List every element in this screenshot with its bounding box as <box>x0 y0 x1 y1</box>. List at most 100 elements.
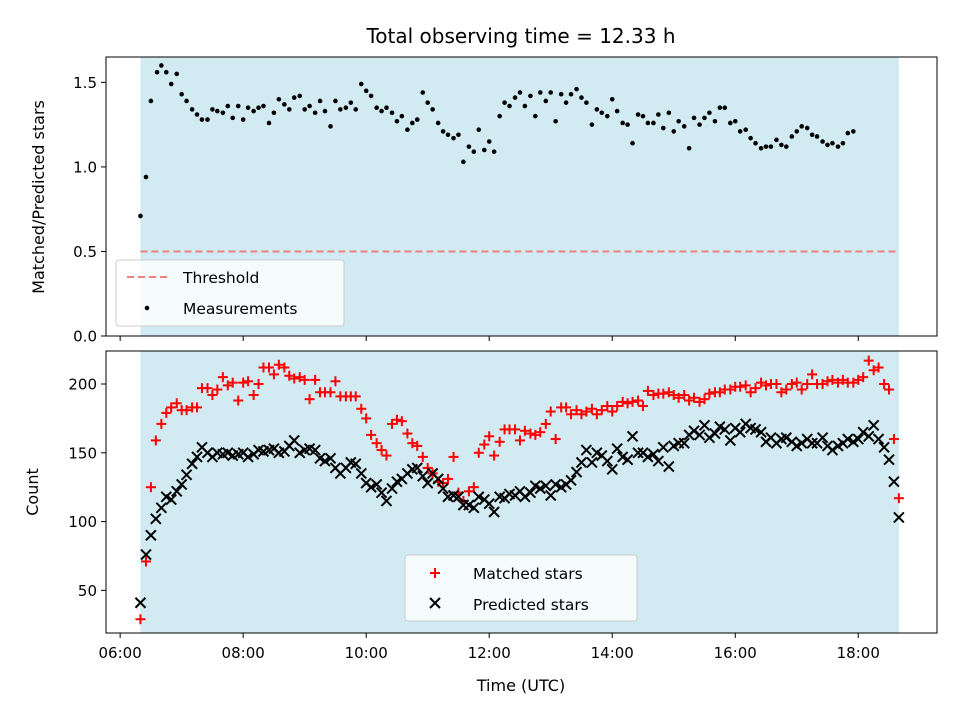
predicted-stars-point <box>647 448 660 460</box>
predicted-stars-point <box>621 453 634 466</box>
matched-stars-point <box>873 362 884 373</box>
matched-stars-point <box>888 434 899 445</box>
measurements-point <box>574 86 579 92</box>
measurements-point <box>210 107 215 112</box>
measurements-point <box>174 71 180 77</box>
predicted-stars-point <box>719 423 731 436</box>
matched-stars-point <box>679 390 690 401</box>
matched-stars-point <box>642 385 653 396</box>
measurements-point <box>660 125 666 131</box>
predicted-stars-point <box>657 441 669 453</box>
measurements-point <box>533 113 538 119</box>
measurements-point <box>584 100 589 105</box>
measurements-point <box>763 144 769 149</box>
measurements-point <box>645 120 651 126</box>
x-tick-label: 10:00 <box>345 644 388 662</box>
measurements-point <box>774 137 779 143</box>
matched-stars-point <box>304 394 315 405</box>
predicted-stars-point <box>580 444 593 456</box>
measurements-point <box>312 110 318 116</box>
matched-stars-point <box>479 439 490 450</box>
matched-stars-point <box>150 435 161 446</box>
matched-stars-point <box>514 435 525 446</box>
predicted-stars-point <box>545 489 557 502</box>
measurements-point <box>194 112 200 117</box>
matched-stars-point <box>366 429 377 440</box>
matched-stars-point <box>761 380 772 391</box>
measurements-point <box>168 81 174 87</box>
measurements-point <box>712 118 718 124</box>
ratio-legend-box <box>115 259 345 327</box>
predicted-stars-point <box>626 430 639 442</box>
predicted-stars-point <box>867 419 880 431</box>
predicted-stars-point <box>417 470 429 482</box>
measurements-point <box>543 98 549 104</box>
matched-stars-point <box>863 355 874 366</box>
matched-stars-point <box>268 369 279 380</box>
predicted-stars-point <box>483 497 495 510</box>
measurements-point <box>609 96 615 102</box>
predicted-stars-point <box>134 597 147 609</box>
count-y-tick-label: 50 <box>78 582 97 600</box>
measurements-point <box>261 103 266 109</box>
predicted-stars-point <box>893 511 905 524</box>
measurements-point <box>794 129 800 134</box>
measurements-point <box>435 120 441 126</box>
matched-stars-point <box>140 556 151 567</box>
count-y-tick-label: 150 <box>68 444 97 462</box>
matched-legend-label: Matched stars <box>473 565 583 583</box>
matched-stars-point <box>771 379 782 390</box>
predicted-stars-point <box>565 474 577 487</box>
x-tick-label: 06:00 <box>99 644 142 662</box>
ratio-y-tick-label: 1.0 <box>73 158 97 176</box>
measurements-point <box>830 140 835 146</box>
predicted-stars-point <box>816 431 829 444</box>
predicted-stars-point <box>724 434 737 447</box>
matched-stars-point <box>181 405 192 416</box>
predicted-stars-point <box>524 486 537 499</box>
measurements-point <box>840 140 846 146</box>
measurements-point <box>563 100 569 105</box>
predicted-stars-point <box>734 426 746 438</box>
measurements-point <box>851 129 856 134</box>
ratio-panel: 0.0 0.5 1.0 1.5 Matched/Predicted stars Thr… <box>29 56 938 346</box>
measurements-point <box>282 102 287 107</box>
measurements-point <box>251 108 256 114</box>
measurements-point <box>184 98 189 104</box>
matched-stars-point <box>325 387 336 398</box>
matched-stars-point <box>648 390 659 401</box>
measurements-point <box>512 95 518 100</box>
count-axes-frame <box>105 350 938 634</box>
predicted-stars-point <box>611 442 623 455</box>
measurements-point <box>497 113 502 119</box>
measurements-point <box>338 107 343 112</box>
matched-stars-point <box>699 394 710 405</box>
measurements-point <box>605 113 610 119</box>
measurements-point <box>456 132 461 138</box>
matched-stars-point <box>376 445 387 456</box>
measurements-point <box>245 105 251 111</box>
measurements-point <box>517 90 523 95</box>
predicted-stars-point <box>432 473 444 485</box>
measurements-point <box>163 69 169 75</box>
count-legend: Matched stars Predicted stars <box>404 554 638 622</box>
predicted-stars-point <box>150 513 162 525</box>
count-legend-box <box>404 554 638 622</box>
predicted-stars-point <box>324 452 337 465</box>
matched-stars-point <box>412 440 423 451</box>
count-panel: 50 100 150 200 06:00 08:00 10:00 12:00 14:00 16:… <box>23 350 938 695</box>
matched-stars-point <box>192 402 203 413</box>
measurements-point <box>743 127 749 133</box>
measurements-point <box>789 134 795 139</box>
matched-stars-point <box>381 450 392 461</box>
measurements-point <box>804 125 810 131</box>
measurements-point <box>425 100 430 105</box>
measurements-point <box>302 107 307 112</box>
figure-title: Total observing time = 12.33 h <box>365 24 675 48</box>
measurements-point <box>420 90 426 95</box>
measurements-point <box>471 149 477 154</box>
measurements-point <box>266 120 272 126</box>
predicted-stars-point <box>355 467 367 480</box>
matched-stars-point <box>396 416 407 427</box>
